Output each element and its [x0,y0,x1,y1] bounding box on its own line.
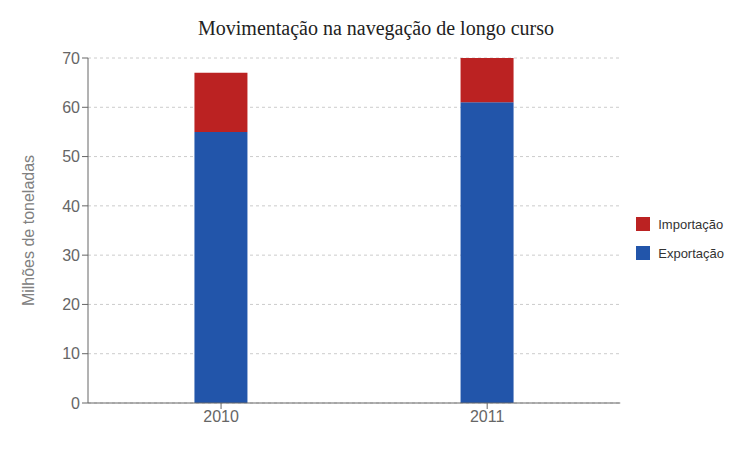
html-text:Exportação: Exportação [658,245,724,261]
svg-text:50: 50 [62,148,80,165]
html-text:Importação: Importação [658,216,724,232]
svg-text:2010: 2010 [203,408,239,425]
svg-text:0: 0 [71,395,80,412]
svg-text:40: 40 [62,198,80,215]
svg-text:20: 20 [62,296,80,313]
html-text:Movimentação na navegação de l: Movimentação na navegação de longo curso [198,17,554,39]
svg-text:10: 10 [62,345,80,362]
svg-text:2011: 2011 [470,408,505,425]
svg-text:30: 30 [62,247,80,264]
svg-text:70: 70 [62,50,80,67]
svg-text:Milhões de toneladas: Milhões de toneladas [20,155,37,306]
svg-text:60: 60 [62,99,80,116]
